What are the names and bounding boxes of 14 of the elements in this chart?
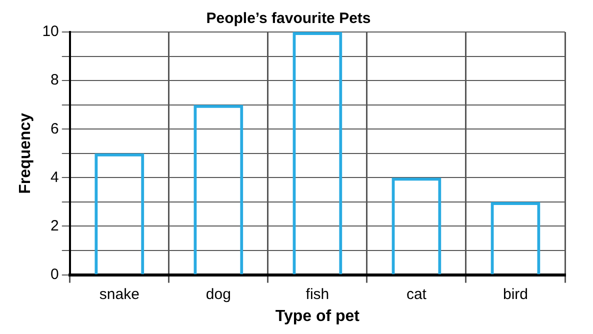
y-tick-label: 0 — [50, 266, 59, 283]
y-tick-label: 8 — [50, 72, 59, 89]
y-tick-label: 2 — [50, 217, 59, 234]
x-tick-label: bird — [502, 286, 528, 303]
y-axis-title: Frequency — [17, 112, 34, 194]
x-axis-title: Type of pet — [275, 308, 360, 325]
x-tick-label: fish — [306, 286, 330, 303]
chart-title: People’s favourite Pets — [206, 10, 371, 28]
x-tick-label: snake — [99, 286, 140, 303]
x-tick-label: dog — [206, 286, 231, 303]
y-tick-label: 10 — [42, 23, 59, 40]
y-tick-label: 6 — [50, 120, 59, 138]
y-tick-label: 4 — [50, 168, 59, 186]
x-tick-label: cat — [406, 286, 428, 303]
